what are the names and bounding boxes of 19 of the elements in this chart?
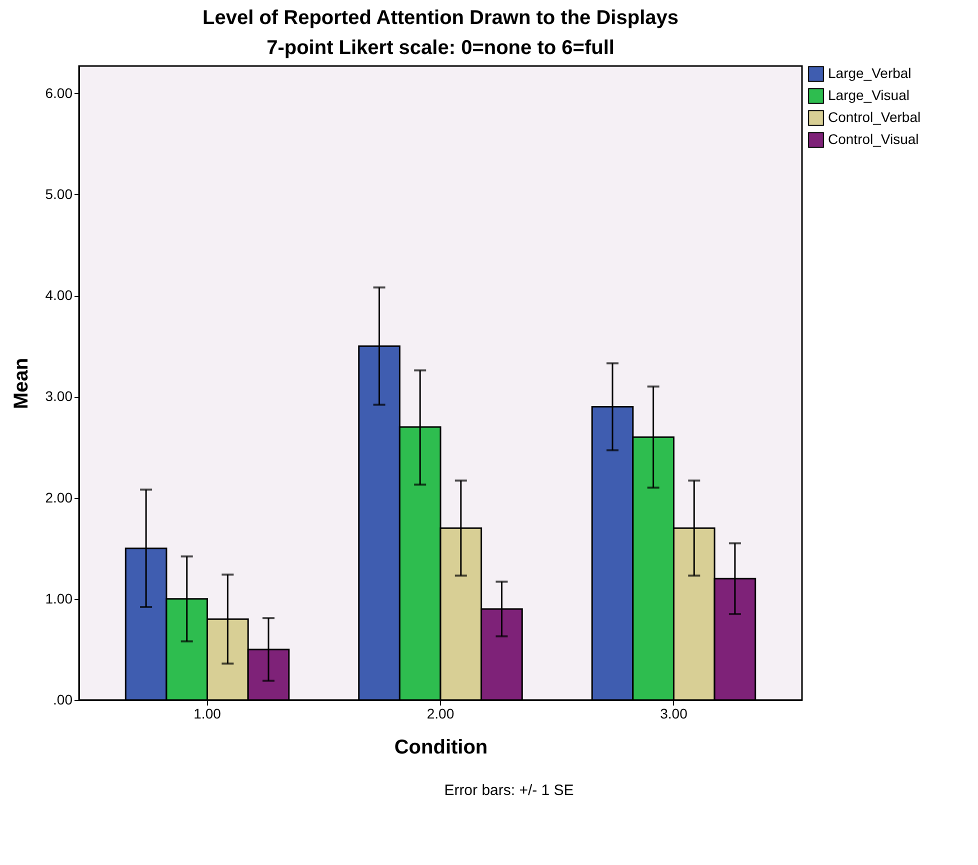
legend-label: Large_Verbal [828,65,912,81]
x-tick-label: 1.00 [194,706,222,722]
y-tick-label: 2.00 [45,489,73,506]
y-tick-label: 6.00 [45,84,73,101]
x-tick-label: 2.00 [426,706,454,722]
y-tick-label: 5.00 [45,186,73,202]
y-tick-label: 3.00 [45,388,73,404]
legend-label: Control_Verbal [828,109,921,125]
chart-subtitle: 7-point Likert scale: 0=none to 6=full [266,37,614,59]
legend-label: Control_Visual [828,131,919,147]
y-tick-label: 1.00 [45,590,73,606]
chart-title: Level of Reported Attention Drawn to the Displays [202,7,678,29]
text: Error bars: +/- 1 SE [443,782,575,799]
y-axis-title: Mean [10,358,32,410]
y-tick-label: 4.00 [45,287,73,304]
y-tick-label: .00 [53,692,73,708]
x-tick-label: 3.00 [660,706,688,722]
x-axis-title: Condition [394,736,488,758]
legend-label: Large_Visual [828,87,910,103]
